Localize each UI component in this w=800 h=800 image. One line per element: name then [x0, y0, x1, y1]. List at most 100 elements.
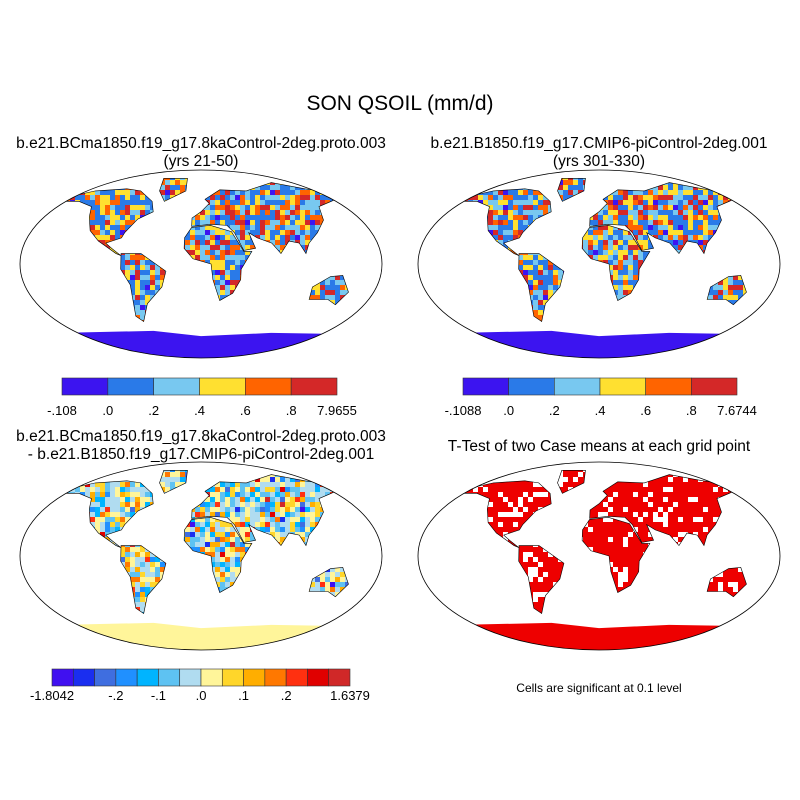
colorbar-box — [290, 377, 338, 396]
coastline — [518, 253, 565, 322]
coastline — [159, 470, 188, 494]
grid-cells — [464, 178, 747, 322]
map-boundary — [19, 169, 383, 359]
colorbar-label: .6 — [239, 403, 251, 418]
colorbar-box — [243, 668, 266, 687]
coastline — [518, 545, 565, 614]
colorbar-box — [115, 668, 138, 687]
coastline — [706, 567, 747, 598]
coastline — [308, 275, 349, 306]
colorbar-label: .0 — [195, 688, 207, 703]
colorbar-label: .8 — [285, 403, 297, 418]
panel-case1-subtitle: (yrs 21-50) — [163, 153, 239, 170]
colorbar-diff — [51, 668, 351, 687]
coastline — [581, 517, 651, 593]
coastline — [463, 188, 552, 256]
map-boundary — [417, 169, 781, 359]
colorbar-box — [136, 668, 159, 687]
colorbar-label: .2 — [148, 403, 160, 418]
colorbar-box — [645, 377, 692, 396]
colorbar-label: -1.8042 — [29, 688, 75, 703]
colorbar-box — [264, 668, 287, 687]
coastline — [589, 474, 741, 547]
colorbar-box — [328, 668, 351, 687]
colorbar-box — [61, 377, 109, 396]
panel-diff-subtitle: - b.e21.B1850.f19_g17.CMIP6-piControl-2d… — [27, 446, 375, 463]
colorbar-label: .0 — [503, 403, 515, 418]
colorbar-box — [245, 377, 292, 396]
map-boundary — [417, 461, 781, 651]
colorbar-box — [51, 668, 74, 687]
colorbar-box — [307, 668, 330, 687]
colorbar-box — [285, 668, 308, 687]
antarctica-fill — [458, 330, 739, 358]
antarctica-fill — [458, 622, 739, 650]
coastline — [65, 480, 154, 548]
grid-cells — [464, 470, 747, 614]
panel-diff-title: b.e21.BCma1850.f19_g17.8kaControl-2deg.p… — [16, 428, 386, 445]
colorbar-label: -.1 — [150, 688, 167, 703]
colorbar-box — [599, 377, 646, 396]
map-panel-diff — [19, 461, 383, 651]
map-panel-ttest — [417, 461, 781, 651]
colorbar-label: -.1088 — [444, 403, 482, 418]
colorbar-box — [554, 377, 601, 396]
colorbar-label: 7.6744 — [717, 403, 757, 418]
figure-title: SON QSOIL (mm/d) — [306, 92, 494, 115]
coastline — [120, 545, 167, 614]
colorbar-box — [200, 668, 223, 687]
colorbar-box — [508, 377, 555, 396]
colorbar-label: 1.6379 — [330, 688, 370, 703]
coastline — [308, 567, 349, 598]
coastline — [159, 178, 188, 202]
coastline — [183, 225, 253, 301]
grid-cells — [66, 178, 349, 322]
map-boundary — [19, 461, 383, 651]
colorbar-case1 — [61, 377, 338, 396]
colorbar-label: .4 — [594, 403, 606, 418]
coastline — [706, 275, 747, 306]
grid-cells — [66, 470, 349, 614]
colorbar-box — [691, 377, 738, 396]
colorbar-box — [179, 668, 202, 687]
colorbar-label: .2 — [280, 688, 292, 703]
coastline — [191, 182, 343, 255]
coastline — [120, 253, 167, 322]
panel-ttest-title: T-Test of two Case means at each grid po… — [447, 438, 751, 455]
coastline — [191, 474, 343, 547]
coastline — [183, 517, 253, 593]
coastline — [557, 470, 586, 494]
colorbar-box — [221, 668, 244, 687]
colorbar-box — [462, 377, 509, 396]
coastline — [557, 178, 586, 202]
coastline — [463, 480, 552, 548]
coastline — [581, 225, 651, 301]
colorbar-label: .8 — [685, 403, 697, 418]
panel-ttest-note: Cells are significant at 0.1 level — [516, 681, 682, 695]
antarctica-fill — [60, 330, 341, 358]
colorbar-box — [72, 668, 95, 687]
colorbar-label: .6 — [640, 403, 652, 418]
colorbar-box — [153, 377, 200, 396]
panel-case1-title: b.e21.BCma1850.f19_g17.8kaControl-2deg.p… — [16, 135, 386, 152]
colorbar-case2 — [462, 377, 738, 396]
panel-case2-title: b.e21.B1850.f19_g17.CMIP6-piControl-2deg… — [430, 135, 768, 152]
colorbar-label: -.108 — [47, 403, 77, 418]
colorbar-box — [158, 668, 181, 687]
colorbar-label: 7.9655 — [317, 403, 357, 418]
map-panel-case2 — [417, 169, 781, 359]
colorbar-box — [94, 668, 117, 687]
colorbar-label: .4 — [194, 403, 205, 418]
coastline — [589, 182, 741, 255]
map-panel-case1 — [19, 169, 383, 359]
colorbar-box — [199, 377, 246, 396]
antarctica-fill — [60, 622, 341, 650]
colorbar-box — [107, 377, 154, 396]
colorbar-label: .2 — [548, 403, 560, 418]
colorbar-label: .1 — [238, 688, 249, 703]
panel-case2-subtitle: (yrs 301-330) — [552, 153, 646, 170]
coastline — [65, 188, 154, 256]
colorbar-label: -.2 — [108, 688, 124, 703]
